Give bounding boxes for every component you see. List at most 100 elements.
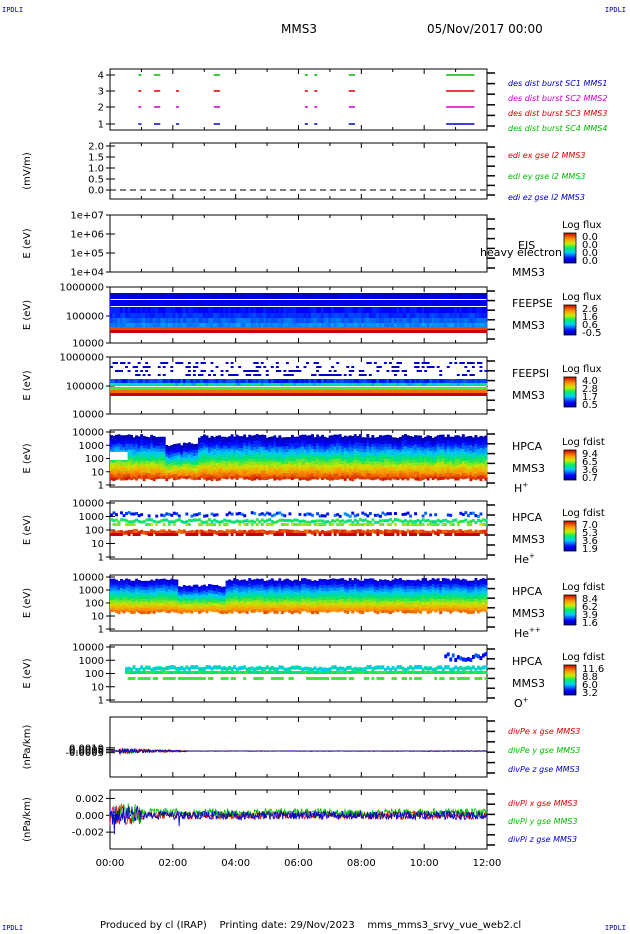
- spectrogram-cell: [308, 441, 312, 445]
- spectrogram-cell: [346, 323, 350, 329]
- spectrogram-cell: [411, 436, 415, 440]
- spectrogram-cell: [157, 466, 161, 470]
- spectrogram-cell: [441, 443, 445, 447]
- spectrogram-cell: [338, 449, 342, 453]
- spectrogram-cell: [290, 458, 294, 463]
- spectrogram-cell: [228, 472, 232, 476]
- spectrogram-cell: [273, 387, 277, 390]
- spectrogram-cell: [112, 462, 116, 466]
- spectrogram-cell: [303, 313, 307, 319]
- spectrogram-cell: [439, 307, 443, 313]
- spectrogram-cell: [431, 313, 435, 319]
- spectrogram-cell: [466, 323, 470, 329]
- spectrogram-cell: [110, 318, 113, 324]
- spectrogram-cell: [361, 307, 365, 313]
- spectrogram-cell: [358, 300, 362, 306]
- spectrogram-cell: [451, 457, 455, 461]
- spectrogram-cell: [381, 318, 385, 324]
- spectrogram-cell: [112, 459, 116, 463]
- spectrogram-cell: [386, 464, 390, 468]
- spectrogram-cell: [373, 446, 377, 450]
- spectrogram-cell: [341, 446, 345, 450]
- spectrogram-cell: [220, 313, 224, 319]
- spectrogram-cell: [268, 469, 272, 474]
- spectrogram-cell: [479, 330, 483, 333]
- spectrogram-cell: [411, 313, 415, 319]
- spectrogram-cell: [125, 330, 128, 333]
- spectrogram-cell: [481, 451, 485, 455]
- spectrogram-cell: [436, 313, 440, 319]
- spectrogram-cell: [321, 473, 325, 478]
- spectrogram-cell: [205, 327, 209, 331]
- spectrogram-cell: [290, 323, 294, 329]
- spectrogram-cell: [175, 455, 179, 459]
- spectrogram-cell: [160, 442, 164, 446]
- spectrogram-cell: [200, 323, 204, 329]
- spectrogram-cell: [371, 390, 375, 393]
- spectrogram-cell: [424, 442, 428, 446]
- spectrogram-cell: [336, 374, 340, 376]
- spectrogram-cell: [476, 440, 480, 444]
- spectrogram-cell: [215, 438, 219, 443]
- spectrogram-cell: [378, 438, 382, 442]
- spectrogram-cell: [353, 470, 357, 474]
- spectrogram-cell: [190, 330, 194, 333]
- spectrogram-cell: [436, 383, 440, 386]
- spectrogram-cell: [449, 390, 453, 393]
- spectrogram-cell: [192, 456, 196, 460]
- spectrogram-cell: [464, 451, 468, 455]
- spectrogram-cell: [145, 439, 149, 443]
- spectrogram-cell: [200, 436, 204, 440]
- spectrogram-cell: [331, 293, 335, 299]
- spectrogram-cell: [333, 452, 337, 456]
- spectrogram-cell: [363, 452, 367, 456]
- spectrogram-cell: [416, 465, 420, 469]
- spectrogram-cell: [311, 318, 314, 324]
- spectrogram-cell: [177, 443, 181, 447]
- spectrogram-cell: [185, 446, 189, 450]
- spectrogram-cell: [258, 450, 262, 454]
- spectrogram-cell: [182, 520, 186, 524]
- spectrogram-cell: [238, 439, 242, 443]
- spectrogram-cell: [228, 457, 232, 461]
- spectrogram-cell: [248, 387, 252, 390]
- spectrogram-cell: [170, 533, 174, 536]
- spectrogram-cell: [235, 300, 239, 306]
- spectrogram-cell: [258, 477, 262, 481]
- spectrogram-cell: [127, 362, 131, 364]
- spectrogram-cell: [275, 370, 279, 372]
- spectrogram-cell: [197, 449, 201, 453]
- spectrogram-cell: [197, 307, 201, 313]
- spectrogram-cell: [313, 300, 317, 306]
- spectrogram-cell: [127, 327, 131, 331]
- spectrogram-cell: [469, 477, 473, 482]
- spectrogram-cell: [130, 330, 134, 333]
- spectrogram-cell: [358, 370, 362, 372]
- spectrogram-cell: [341, 470, 345, 474]
- spectrogram-cell: [263, 464, 267, 469]
- spectrogram-cell: [301, 327, 304, 331]
- spectrogram-cell: [240, 307, 244, 313]
- spectrogram-cell: [110, 468, 113, 472]
- spectrogram-cell: [301, 455, 304, 459]
- spectrogram-cell: [381, 323, 385, 329]
- spectrogram-cell: [378, 447, 382, 451]
- spectrogram-cell: [394, 458, 397, 462]
- spectrogram-cell: [170, 513, 174, 517]
- spectrogram-cell: [411, 390, 415, 393]
- spectrogram-cell: [180, 469, 184, 473]
- spectrogram-cell: [248, 307, 252, 313]
- spectrogram-cell: [215, 444, 219, 449]
- spectrogram-cell: [461, 293, 465, 299]
- spectrogram-cell: [248, 464, 252, 468]
- spectrogram-cell: [409, 313, 412, 319]
- spectrogram-cell: [270, 451, 274, 455]
- spectrogram-cell: [172, 447, 176, 451]
- spectrogram-cell: [220, 387, 224, 390]
- spectrogram-cell: [303, 467, 307, 471]
- spectrogram-cell: [167, 466, 171, 471]
- spectrogram-cell: [245, 470, 249, 474]
- spectrogram-cell: [250, 435, 254, 439]
- spectrogram-cell: [205, 318, 209, 324]
- spectrogram-cell: [424, 466, 428, 470]
